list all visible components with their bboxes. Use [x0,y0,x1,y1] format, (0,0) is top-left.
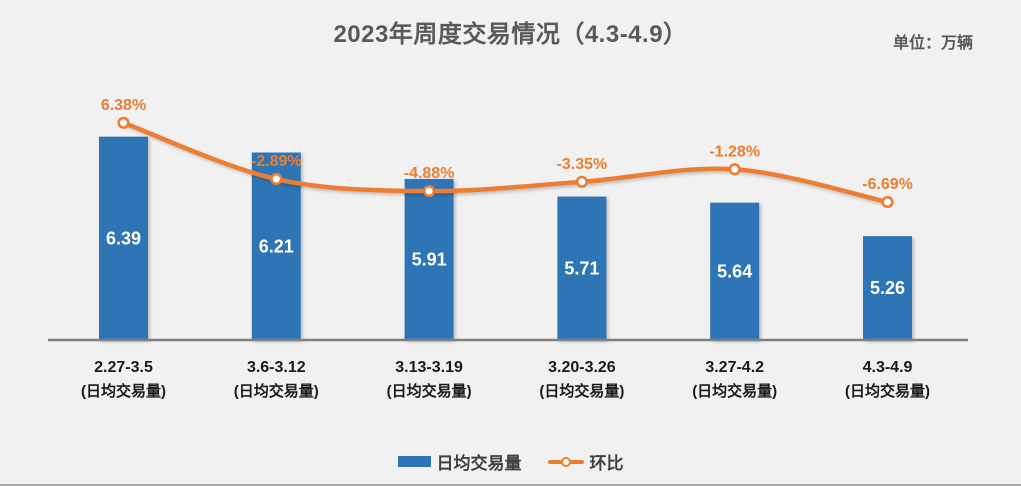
line-series-swatch-icon [547,456,584,467]
unit-label: 单位：万辆 [892,35,973,52]
bar-value-label: 5.91 [412,249,447,269]
legend-item-line-series: 环比 [547,449,624,474]
x-axis-label: 3.27-4.2 [705,359,764,376]
bar-value-label: 6.21 [259,236,294,256]
x-axis-sublabel: (日均交易量) [692,382,777,400]
x-axis-sublabel: (日均交易量) [81,382,166,400]
line-marker [575,175,589,188]
pct-data-label: -1.28% [709,143,760,160]
bar-3.27-4.2 [710,202,760,340]
bar-3.13-3.19 [404,178,454,340]
bar-value-label: 6.39 [106,228,141,248]
bar-value-label: 5.64 [717,261,752,281]
bar-2.27-3.5 [99,136,148,340]
line-marker [423,184,436,198]
x-axis-sublabel: (日均交易量) [234,382,319,400]
x-axis-label: 3.6-3.12 [247,359,306,376]
line-series-path [121,120,890,205]
line-marker [728,163,741,176]
legend-label-line: 环比 [589,454,624,473]
line-marker [270,172,283,186]
x-axis-label: 3.13-3.19 [395,359,463,376]
bar-value-label: 5.26 [870,278,905,298]
bar-series-swatch-icon [397,456,431,467]
bar-value-label: 5.71 [564,258,599,278]
pct-data-label: -6.69% [862,176,913,193]
line-marker [881,195,894,209]
pct-data-label: -4.88% [404,165,455,182]
line-marker [117,116,130,129]
legend-item-bar-series: 日均交易量 [397,449,522,474]
bar-3.20-3.26 [557,196,607,340]
pct-data-label: 6.38% [101,97,146,114]
x-axis-sublabel: (日均交易量) [387,382,472,400]
x-axis-label: 2.27-3.5 [94,359,153,376]
x-axis-label: 4.3-4.9 [863,359,913,376]
pct-data-label: -3.35% [557,156,608,173]
x-axis-sublabel: (日均交易量) [845,382,930,400]
x-axis-sublabel: (日均交易量) [539,382,624,400]
pct-data-label: -2.89% [251,153,302,170]
legend-label-bar: 日均交易量 [436,454,522,473]
x-axis-label: 3.20-3.26 [548,359,616,376]
bar-4.3-4.9 [863,236,912,340]
chart-title: 2023年周度交易情况（4.3-4.9） [333,21,688,48]
chart-legend: 日均交易量 环比 [0,449,1021,474]
